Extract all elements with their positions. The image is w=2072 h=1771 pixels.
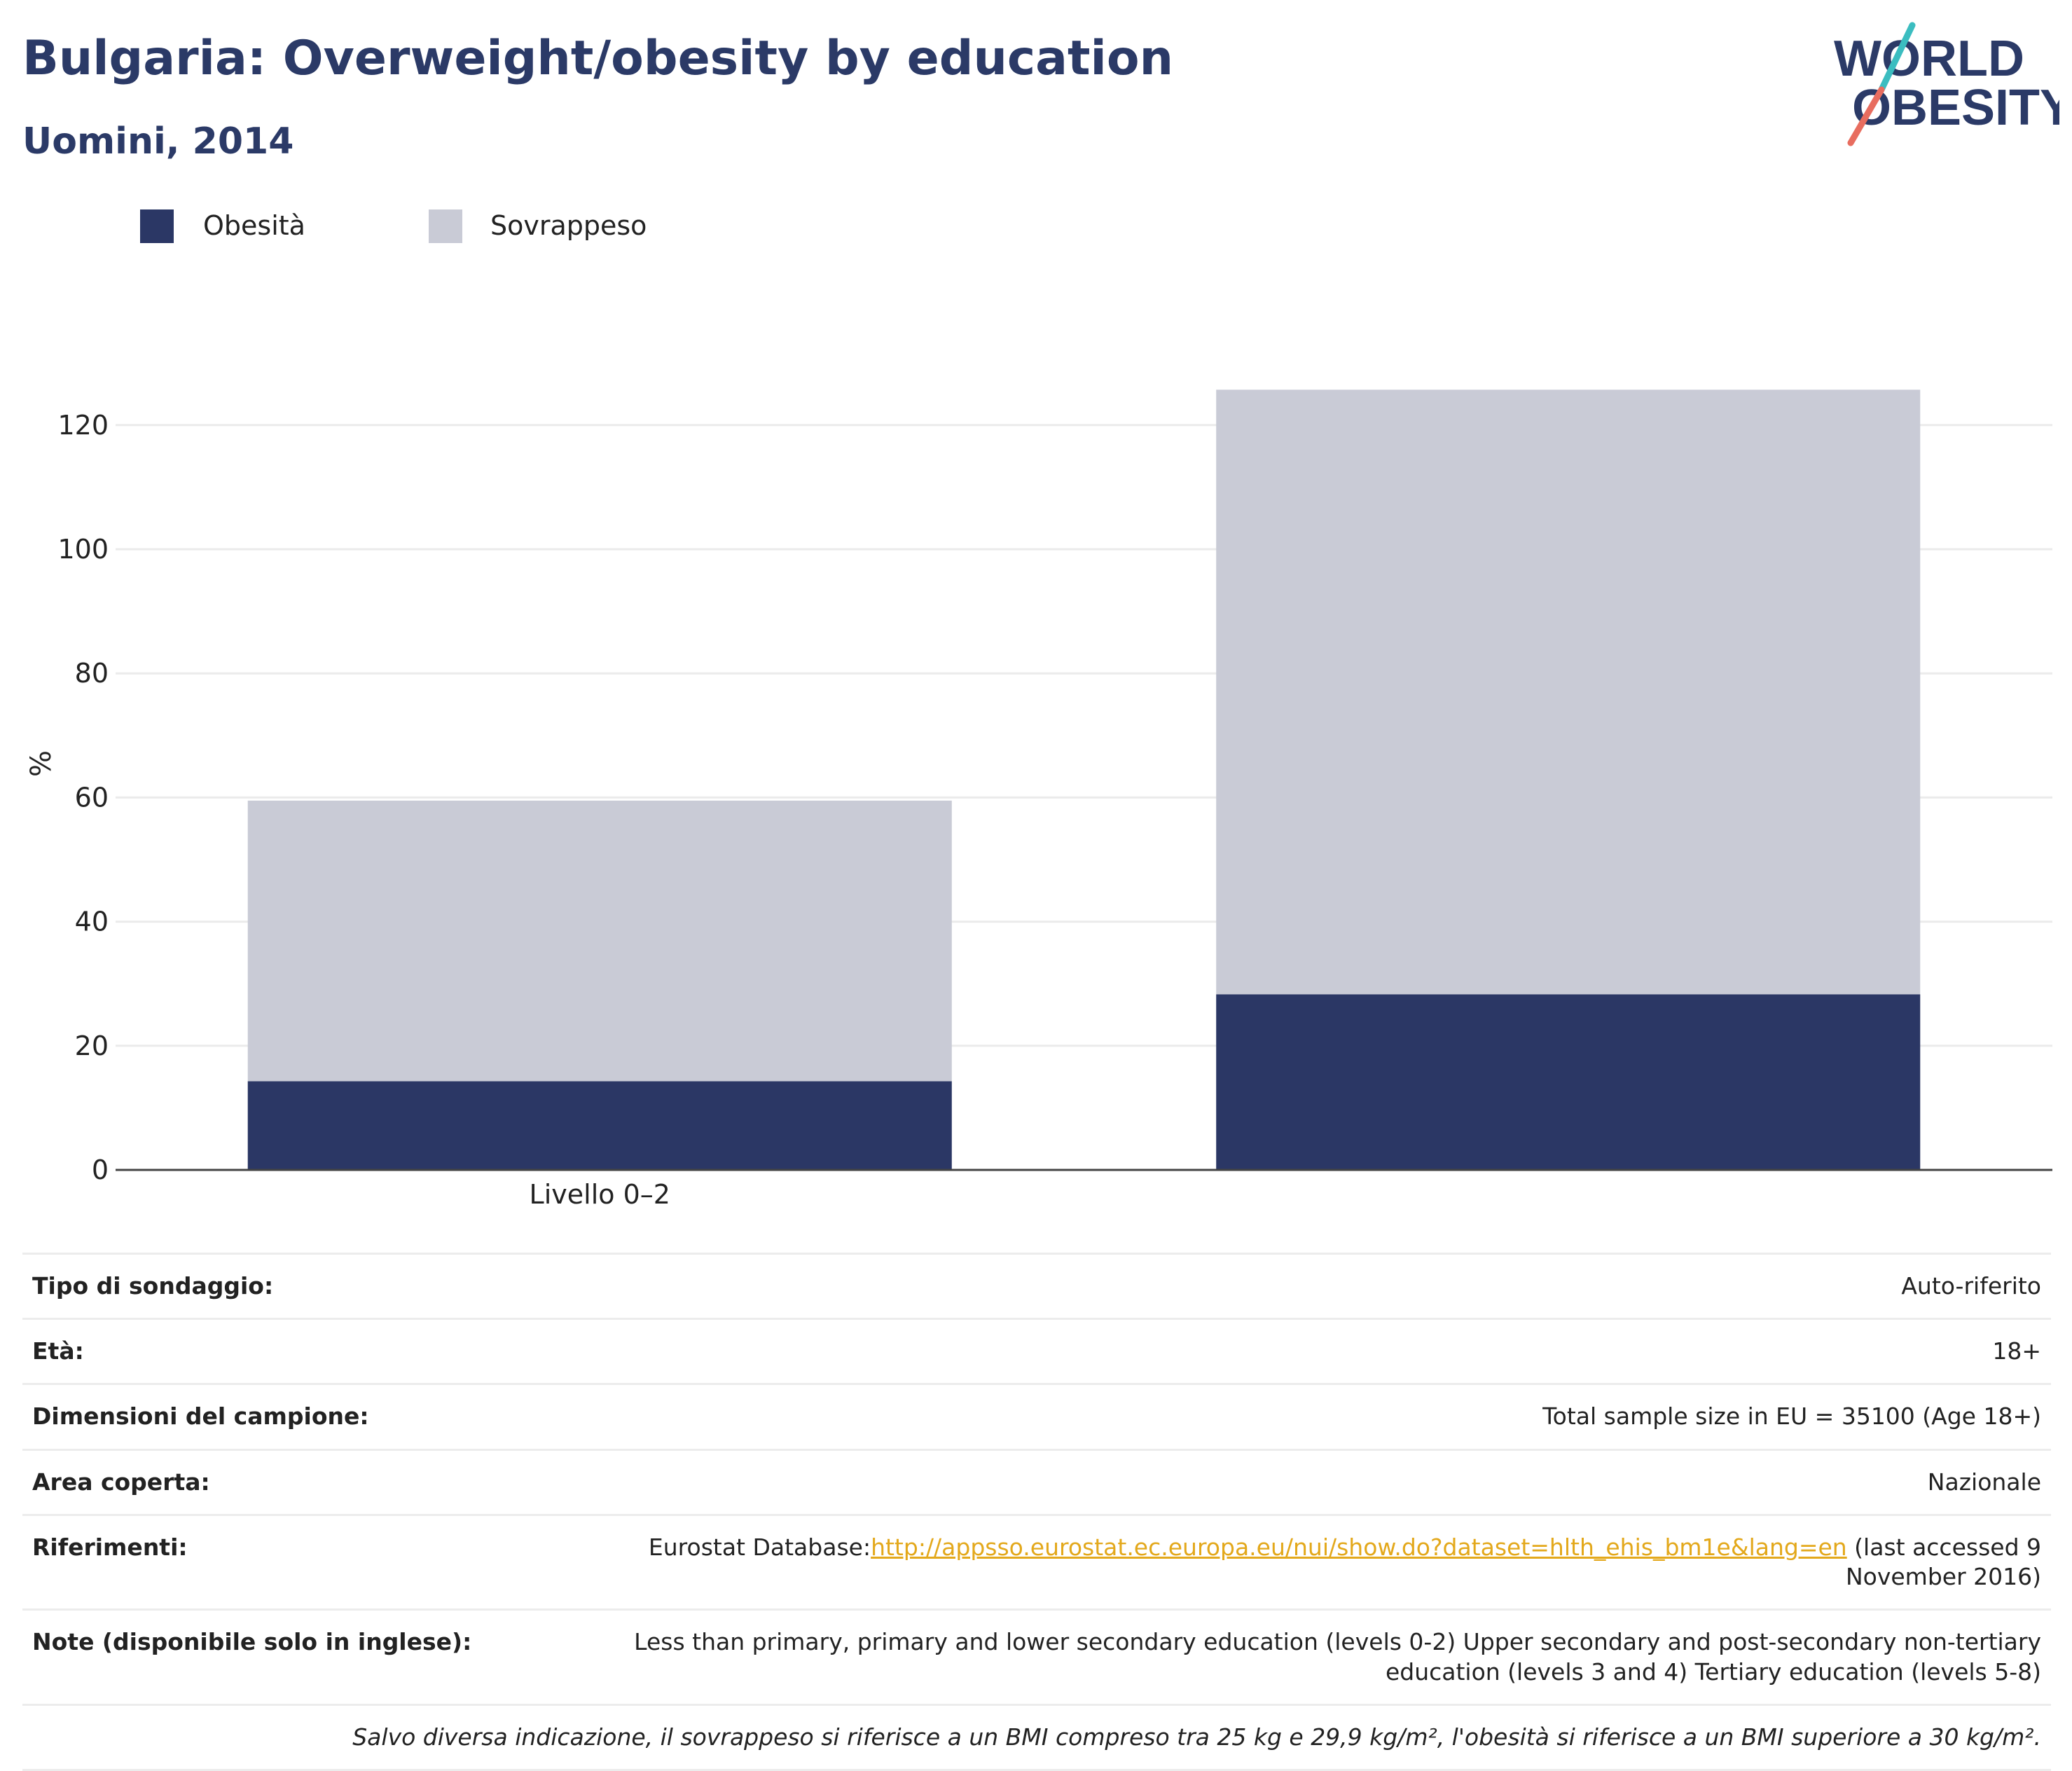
info-row-footnote: Salvo diversa indicazione, il sovrappeso… bbox=[22, 1703, 2051, 1771]
bar-segment bbox=[247, 800, 952, 1082]
info-label: Dimensioni del campione: bbox=[22, 1383, 546, 1450]
bar-segment bbox=[1216, 994, 1921, 1170]
info-value: Total sample size in EU = 35100 (Age 18+… bbox=[546, 1383, 2051, 1450]
info-row: Dimensioni del campione: Total sample siz… bbox=[22, 1383, 2051, 1450]
info-value: 18+ bbox=[546, 1318, 2051, 1384]
legend-swatch-obesity bbox=[140, 209, 174, 243]
legend-label-overweight: Sovrappeso bbox=[490, 210, 647, 241]
legend-label-obesity: Obesità bbox=[203, 210, 305, 241]
footnote: Salvo diversa indicazione, il sovrappeso… bbox=[22, 1703, 2051, 1771]
y-tick-label: 0 bbox=[92, 1155, 109, 1185]
y-tick-label: 40 bbox=[75, 907, 109, 937]
y-tick-label: 20 bbox=[75, 1031, 109, 1061]
y-tick-label: 60 bbox=[75, 782, 109, 813]
info-row-notes: Note (disponibile solo in inglese): Less… bbox=[22, 1608, 2051, 1705]
info-label: Note (disponibile solo in inglese): bbox=[22, 1608, 546, 1705]
info-value: Eurostat Database:http://appsso.eurostat… bbox=[546, 1513, 2051, 1610]
bar-segment bbox=[247, 1081, 952, 1170]
info-row: Età: 18+ bbox=[22, 1318, 2051, 1384]
reference-suffix: (last accessed 9 November 2016) bbox=[1845, 1533, 2041, 1591]
info-label: Tipo di sondaggio: bbox=[22, 1252, 546, 1319]
info-row: Area coperta: Nazionale bbox=[22, 1448, 2051, 1516]
info-value: Auto-riferito bbox=[546, 1252, 2051, 1319]
chart-title: Bulgaria: Overweight/obesity by educatio… bbox=[22, 31, 1173, 86]
svg-text:OBESITY: OBESITY bbox=[1852, 80, 2059, 136]
info-value: Less than primary, primary and lower sec… bbox=[546, 1608, 2051, 1705]
info-label: Riferimenti: bbox=[22, 1513, 546, 1610]
bar-chart: 0 20 40 60 80 100 120 Livello 0–2% bbox=[25, 390, 2052, 1210]
reference-link[interactable]: http://appsso.eurostat.ec.europa.eu/nui/… bbox=[871, 1533, 1847, 1561]
info-label: Età: bbox=[22, 1318, 546, 1384]
y-tick-label: 80 bbox=[75, 658, 109, 689]
legend-swatch-overweight bbox=[429, 209, 462, 243]
svg-text:WORLD: WORLD bbox=[1834, 31, 2024, 87]
reference-prefix: Eurostat Database: bbox=[648, 1533, 871, 1561]
chart-subtitle: Uomini, 2014 bbox=[22, 120, 294, 163]
world-obesity-logo: WORLD OBESITY bbox=[1834, 22, 2059, 146]
info-table: Tipo di sondaggio: Auto-riferito Età: 18+ Di… bbox=[22, 1252, 2051, 1771]
bar-segment bbox=[1216, 390, 1921, 995]
y-tick-label: 100 bbox=[57, 534, 109, 565]
y-tick-label: 120 bbox=[57, 410, 109, 441]
info-label: Area coperta: bbox=[22, 1448, 546, 1516]
info-row: Tipo di sondaggio: Auto-riferito bbox=[22, 1252, 2051, 1319]
y-axis-label: % bbox=[25, 750, 57, 777]
x-tick-label: Livello 0–2 bbox=[530, 1179, 670, 1210]
info-value: Nazionale bbox=[546, 1448, 2051, 1516]
info-row-references: Riferimenti: Eurostat Database:http://ap… bbox=[22, 1513, 2051, 1610]
